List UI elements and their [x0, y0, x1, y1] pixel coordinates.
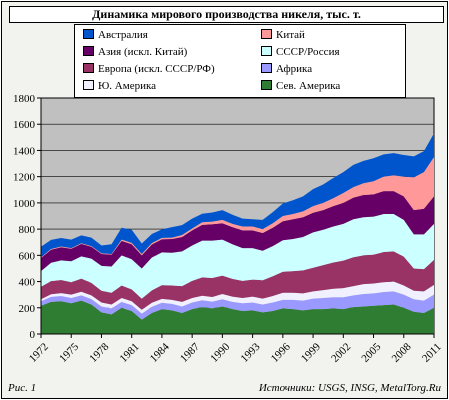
legend-label: Ю. Америка — [98, 80, 157, 92]
legend-item-europe: Европа (искл. СССР/РФ) — [83, 62, 215, 77]
x-tick-label: 1975 — [57, 341, 81, 365]
y-tick-label: 200 — [19, 303, 36, 315]
x-tick-label: 2005 — [359, 341, 383, 365]
legend-swatch — [261, 80, 272, 90]
x-tick-label: 2011 — [420, 341, 444, 365]
legend-item-china: Китай — [261, 28, 305, 43]
legend-swatch — [83, 29, 94, 39]
x-tick-label: 1978 — [87, 341, 111, 365]
legend-swatch — [261, 63, 272, 73]
legend-item-south-america: Ю. Америка — [83, 79, 156, 94]
x-tick-label: 1984 — [148, 341, 172, 365]
legend-item-north-america: Сев. Америка — [261, 79, 340, 94]
legend-item-asia: Азия (искл. Китай) — [83, 45, 187, 60]
x-tick-label: 1972 — [27, 341, 51, 365]
area-series — [41, 214, 434, 299]
x-tick-label: 1993 — [238, 341, 262, 365]
legend-item-ussr-russia: СССР/Россия — [261, 45, 340, 60]
legend-label: Африка — [276, 63, 313, 75]
y-tick-label: 800 — [19, 224, 36, 236]
chart-title: Динамика мирового производства никеля, т… — [9, 6, 444, 23]
figure-label: Рис. 1 — [8, 382, 37, 394]
area-series — [41, 251, 434, 310]
x-tick-label: 1987 — [178, 341, 202, 365]
y-tick-label: 1600 — [13, 119, 36, 131]
legend-label: Сев. Америка — [276, 80, 341, 92]
legend-label: Австралия — [98, 29, 148, 41]
y-tick-label: 600 — [19, 250, 36, 262]
legend-label: СССР/Россия — [276, 46, 340, 58]
area-series — [41, 191, 434, 272]
x-tick-label: 1996 — [269, 341, 293, 365]
area-series — [41, 300, 434, 334]
legend-swatch — [83, 63, 94, 73]
x-tick-label: 1999 — [299, 341, 323, 365]
x-tick-label: 2002 — [329, 341, 353, 365]
legend-swatch — [261, 46, 272, 56]
legend-swatch — [83, 80, 94, 90]
legend-label: Европа (искл. СССР/РФ) — [98, 63, 215, 75]
legend-label: Азия (искл. Китай) — [98, 46, 188, 58]
sources-note: Источники: USGS, INSG, MetalTorg.Ru — [258, 382, 441, 394]
legend-swatch — [83, 46, 94, 56]
y-tick-label: 0 — [30, 329, 36, 341]
x-tick-label: 1981 — [118, 341, 142, 365]
y-tick-label: 1200 — [13, 172, 36, 184]
legend-label: Китай — [276, 29, 305, 41]
x-tick-label: 1990 — [208, 341, 232, 365]
area-series — [41, 291, 434, 320]
x-tick-label: 2008 — [390, 341, 414, 365]
y-tick-label: 1000 — [13, 198, 36, 210]
legend-item-africa: Африка — [261, 62, 312, 77]
legend: Австралия Китай Азия (искл. Китай) СССР/… — [74, 24, 406, 98]
y-tick-label: 400 — [19, 277, 36, 289]
legend-item-australia: Австралия — [83, 28, 148, 43]
y-tick-label: 1800 — [13, 93, 36, 105]
legend-swatch — [261, 29, 272, 39]
area-series — [41, 281, 434, 314]
y-tick-label: 1400 — [13, 145, 36, 157]
